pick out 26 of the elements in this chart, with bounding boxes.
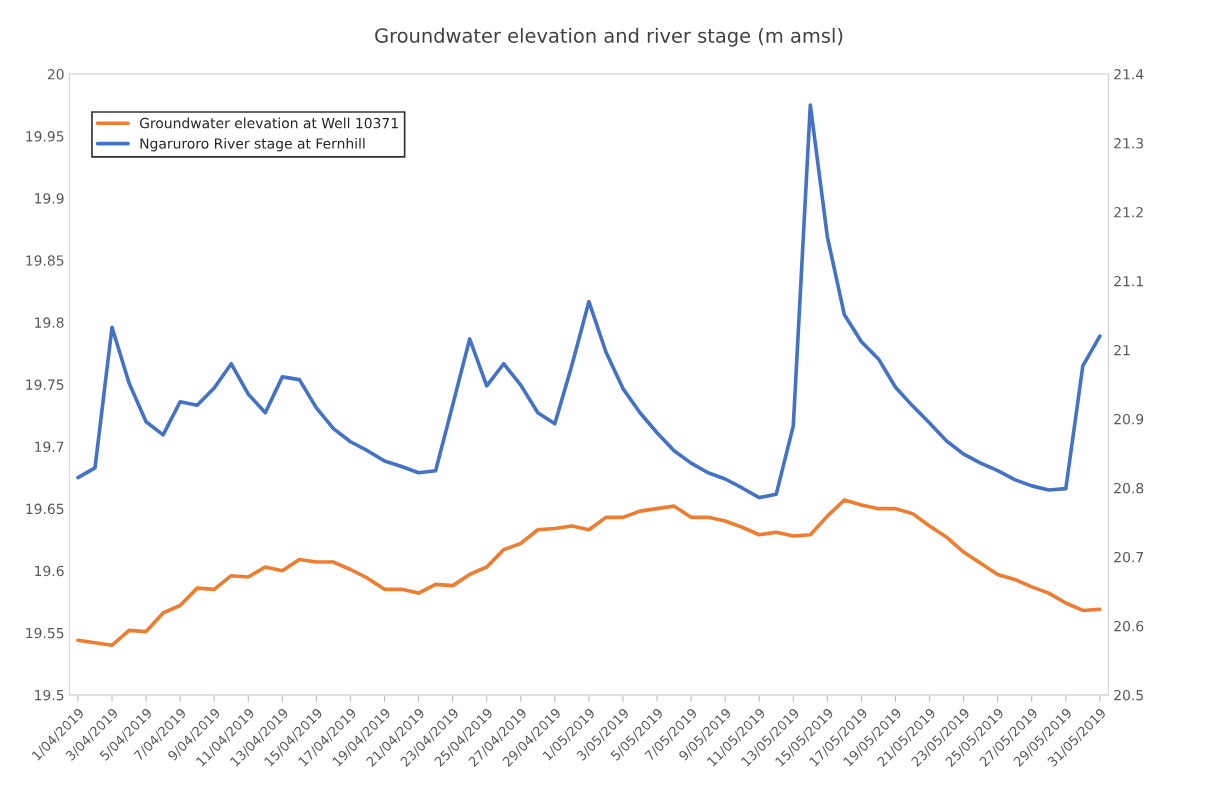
y-tick-label: 20: [47, 69, 64, 80]
y2-tick-label: 20.8: [1114, 482, 1144, 494]
chart-title: Groundwater elevation and river stage (m amsl): [375, 27, 843, 47]
y2-tick-label: 20.7: [1114, 551, 1143, 563]
y2-tick-label: 20.9: [1114, 413, 1144, 425]
y2-tick-label: 20.6: [1114, 620, 1144, 632]
line-series: [76, 498, 1102, 648]
y-tick-label: 19.8: [35, 317, 64, 328]
y-tick-label: 19.55: [26, 627, 64, 639]
y2-tick-label: 21.3: [1114, 137, 1144, 149]
legend-label: Ngaruroro River stage at Fernhill: [140, 137, 365, 152]
y-tick-label: 19.9: [35, 193, 64, 204]
line-series: [76, 103, 1102, 500]
y2-tick-label: 21.4: [1114, 69, 1144, 80]
y2-tick-label: 21: [1114, 344, 1130, 356]
y-tick-label: 19.6: [35, 565, 64, 577]
y-tick-label: 19.85: [26, 255, 64, 266]
y-tick-label: 19.7: [35, 441, 64, 453]
y-tick-label: 19.95: [26, 131, 64, 142]
y-tick-label: 19.65: [26, 503, 64, 515]
y-tick-label: 19.5: [35, 689, 64, 701]
y-tick-label: 19.75: [26, 379, 64, 390]
y2-tick-label: 20.5: [1114, 689, 1143, 701]
y2-tick-label: 21.1: [1114, 275, 1143, 287]
legend-label: Groundwater elevation at Well 10371: [139, 117, 398, 129]
y2-tick-label: 21.2: [1114, 206, 1143, 218]
